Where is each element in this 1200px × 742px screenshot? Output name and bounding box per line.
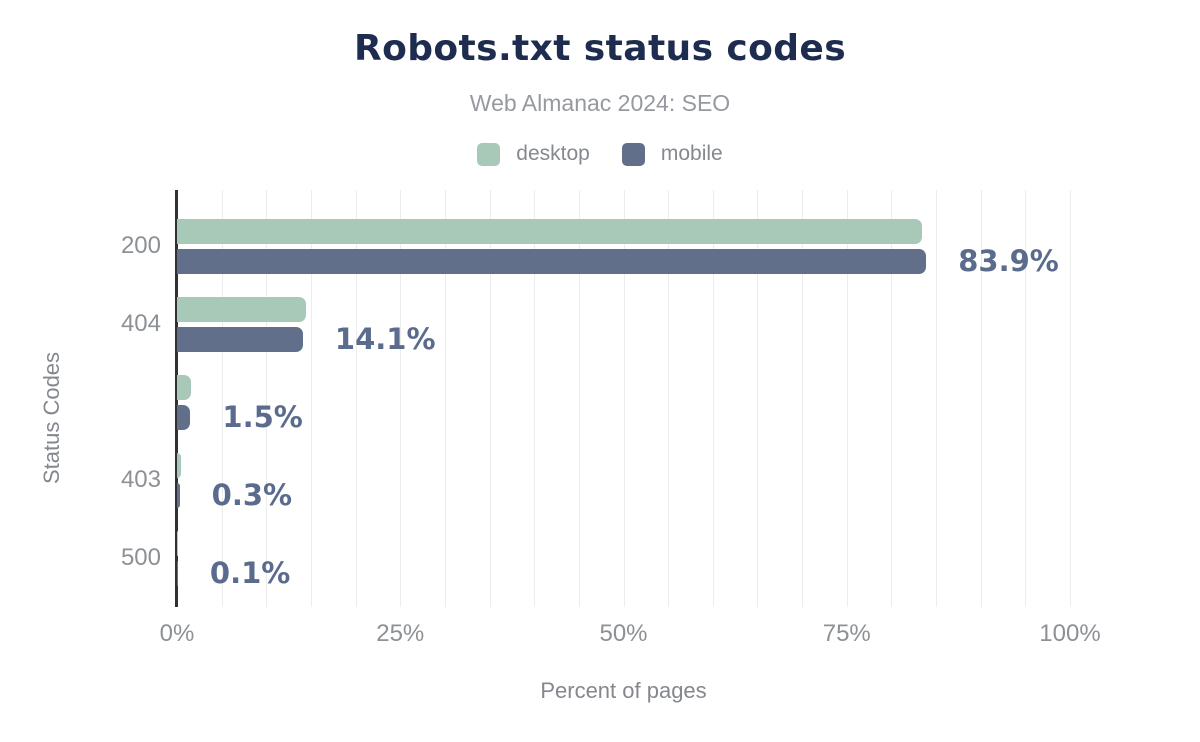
y-tick-label: 500 bbox=[120, 544, 161, 571]
bar-mobile-403[interactable] bbox=[177, 482, 180, 508]
value-label: 0.3% bbox=[211, 478, 293, 512]
bar-desktop-403[interactable] bbox=[177, 452, 181, 478]
chart-subtitle: Web Almanac 2024: SEO bbox=[469, 90, 731, 116]
bar-desktop-row2[interactable] bbox=[177, 374, 192, 400]
gridline bbox=[757, 190, 759, 607]
gridline bbox=[578, 190, 580, 607]
x-tick-label: 0% bbox=[159, 620, 195, 647]
y-axis-line bbox=[175, 190, 178, 607]
legend: desktop mobile bbox=[0, 142, 1200, 166]
gridline bbox=[221, 190, 223, 607]
bar-mobile-200[interactable] bbox=[177, 248, 927, 274]
gridline bbox=[891, 190, 893, 607]
gridline bbox=[400, 190, 402, 607]
bar-mobile-row2[interactable] bbox=[177, 404, 191, 430]
gridline bbox=[846, 190, 848, 607]
y-tick-label bbox=[99, 388, 161, 416]
gridline bbox=[266, 190, 268, 607]
bar-mobile-500[interactable] bbox=[177, 560, 178, 586]
gridline bbox=[980, 190, 982, 607]
x-tick-label: 75% bbox=[822, 620, 871, 647]
x-tick-label: 25% bbox=[376, 620, 425, 647]
gridline bbox=[1070, 190, 1071, 607]
x-tick-label: 100% bbox=[1039, 620, 1101, 647]
chart-title: Robots.txt status codes bbox=[353, 28, 847, 69]
gridline bbox=[355, 190, 357, 607]
y-tick-label: 404 bbox=[120, 310, 161, 337]
gridline bbox=[310, 190, 312, 607]
value-label: 14.1% bbox=[334, 322, 436, 356]
bar-desktop-404[interactable] bbox=[177, 296, 306, 322]
plot-area: 200 83.9% 404 14.1% 1.5% 403 0.3% 500 0.1% 0% 25% 5… bbox=[121, 190, 1101, 647]
bar-desktop-500[interactable] bbox=[177, 530, 178, 556]
legend-swatch-mobile-icon bbox=[621, 142, 645, 166]
gridline bbox=[444, 190, 446, 607]
value-label: 0.1% bbox=[209, 556, 291, 590]
y-tick-label: 200 bbox=[120, 232, 161, 259]
y-tick-label: 403 bbox=[120, 466, 161, 493]
value-label: 83.9% bbox=[958, 244, 1059, 278]
gridline bbox=[1025, 190, 1027, 607]
gridline bbox=[936, 190, 938, 607]
gridline bbox=[668, 190, 670, 607]
bar-mobile-404[interactable] bbox=[177, 326, 303, 352]
bar-desktop-200[interactable] bbox=[177, 218, 922, 244]
x-axis-title: Percent of pages bbox=[540, 678, 707, 703]
legend-item-mobile: mobile bbox=[621, 142, 723, 166]
legend-swatch-desktop-icon bbox=[477, 142, 501, 166]
value-label: 1.5% bbox=[222, 400, 303, 434]
legend-label-mobile: mobile bbox=[660, 142, 723, 165]
x-tick-label: 50% bbox=[599, 620, 648, 647]
gridline bbox=[534, 190, 536, 607]
y-axis-title: Status Codes bbox=[39, 351, 64, 485]
gridline bbox=[802, 190, 804, 607]
gridline bbox=[712, 190, 714, 607]
legend-item-desktop: desktop bbox=[477, 142, 590, 166]
gridline bbox=[623, 190, 625, 607]
legend-label-desktop: desktop bbox=[516, 142, 590, 165]
gridline bbox=[489, 190, 491, 607]
